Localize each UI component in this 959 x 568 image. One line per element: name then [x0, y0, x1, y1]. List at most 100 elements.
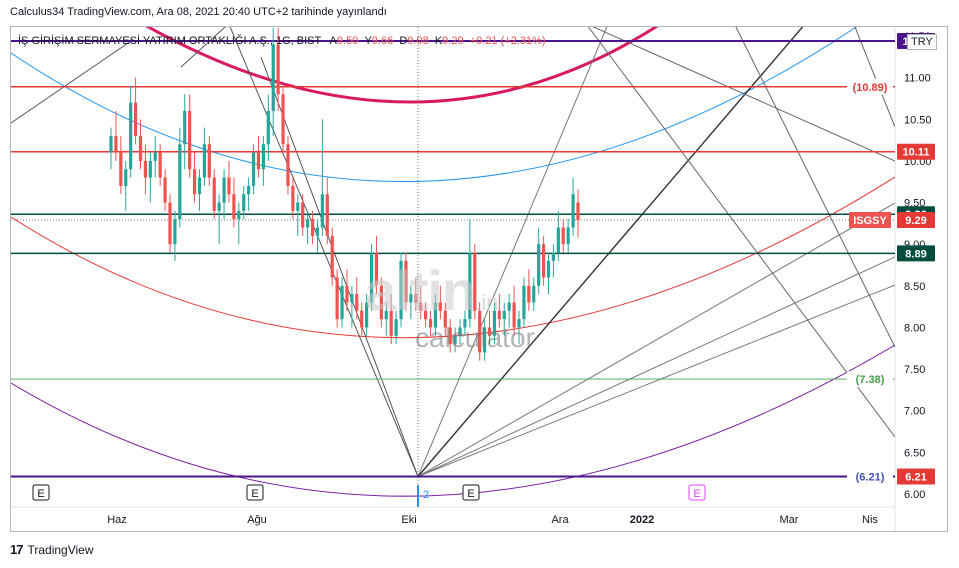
candle[interactable]: [325, 177, 329, 245]
candle[interactable]: [281, 85, 285, 153]
candle[interactable]: [468, 219, 472, 328]
candle[interactable]: [576, 189, 580, 238]
candle[interactable]: [428, 310, 433, 336]
candle[interactable]: [306, 210, 310, 245]
x-tick-label[interactable]: Eki: [401, 514, 416, 526]
candle[interactable]: [507, 294, 511, 328]
event-marker[interactable]: E: [246, 484, 264, 501]
candle[interactable]: [537, 227, 541, 295]
candle[interactable]: [448, 319, 452, 353]
candle[interactable]: [463, 310, 467, 336]
candle[interactable]: [551, 244, 556, 278]
candle[interactable]: [168, 194, 172, 253]
candle[interactable]: [409, 285, 413, 320]
candle[interactable]: [369, 244, 374, 311]
currency-button[interactable]: TRY: [907, 34, 937, 50]
candle[interactable]: [197, 169, 202, 211]
event-marker[interactable]: E: [462, 484, 480, 501]
candle[interactable]: [492, 302, 497, 345]
candle[interactable]: [365, 294, 369, 336]
candle[interactable]: [517, 310, 521, 345]
y-tick-label[interactable]: 8.50: [904, 281, 925, 293]
x-tick-label[interactable]: Mar: [780, 514, 799, 526]
candle[interactable]: [438, 285, 442, 320]
candle[interactable]: [188, 94, 192, 178]
candle[interactable]: [143, 144, 148, 195]
candle[interactable]: [158, 144, 162, 186]
y-tick-label[interactable]: 6.00: [904, 489, 925, 501]
candle[interactable]: [183, 94, 187, 170]
y-tick-label[interactable]: 8.00: [904, 322, 925, 334]
candle[interactable]: [330, 227, 334, 286]
candle[interactable]: [487, 310, 492, 345]
y-tick-label[interactable]: 7.50: [904, 364, 925, 376]
y-tick-label[interactable]: 6.50: [904, 447, 925, 459]
candle[interactable]: [561, 219, 565, 253]
event-marker[interactable]: E: [688, 484, 706, 501]
candle[interactable]: [433, 294, 438, 336]
candle[interactable]: [399, 252, 403, 328]
candle[interactable]: [556, 210, 560, 261]
candle[interactable]: [360, 302, 364, 336]
candle[interactable]: [109, 127, 113, 170]
candle[interactable]: [129, 85, 133, 178]
event-markers-layer[interactable]: E E E E 2: [32, 484, 706, 507]
candles-layer[interactable]: [109, 27, 580, 361]
candle[interactable]: [276, 27, 280, 111]
candle[interactable]: [320, 119, 324, 236]
candle[interactable]: [522, 277, 526, 328]
x-axis-layer[interactable]: Haz Ağu Eki Ara 2022 Mar Nis: [107, 514, 878, 526]
candle[interactable]: [153, 135, 157, 178]
candle[interactable]: [212, 169, 216, 220]
candle[interactable]: [192, 152, 197, 203]
candle[interactable]: [355, 277, 359, 320]
candle[interactable]: [261, 135, 265, 186]
candle[interactable]: [217, 194, 221, 245]
candle[interactable]: [237, 202, 241, 245]
candle[interactable]: [207, 135, 211, 186]
candle[interactable]: [148, 152, 152, 203]
candle[interactable]: [512, 285, 516, 336]
candle[interactable]: [453, 327, 457, 353]
candle[interactable]: [119, 135, 123, 195]
event-marker[interactable]: E: [32, 484, 50, 501]
candle[interactable]: [124, 160, 128, 211]
event-marker[interactable]: 2: [417, 485, 429, 507]
candle[interactable]: [473, 244, 477, 320]
y-tick-label[interactable]: 10.50: [904, 114, 932, 126]
candle[interactable]: [301, 194, 305, 236]
chart-frame[interactable]: 6.00 6.50 7.00 7.50 8.00 8.50 9.00 9.50 10.00 10.…: [10, 26, 948, 532]
candle[interactable]: [133, 77, 138, 145]
candle[interactable]: [527, 269, 531, 311]
y-tick-label[interactable]: 7.00: [904, 406, 925, 418]
footer[interactable]: 17 TradingView: [10, 542, 94, 557]
candle[interactable]: [532, 277, 536, 311]
candle[interactable]: [178, 127, 182, 228]
candle[interactable]: [389, 294, 393, 345]
candle[interactable]: [374, 235, 379, 295]
x-tick-label[interactable]: Haz: [107, 514, 127, 526]
candle[interactable]: [202, 127, 206, 186]
y-tick-label[interactable]: 11.00: [904, 73, 931, 85]
candle[interactable]: [315, 219, 320, 253]
candle[interactable]: [271, 27, 275, 136]
candle[interactable]: [424, 302, 428, 328]
candle[interactable]: [114, 110, 118, 161]
candle[interactable]: [173, 210, 177, 261]
candle[interactable]: [227, 160, 231, 203]
candle[interactable]: [483, 319, 487, 361]
footer-brand[interactable]: TradingView: [27, 542, 94, 557]
candle[interactable]: [379, 277, 383, 328]
x-tick-label[interactable]: Ağu: [247, 514, 267, 526]
chart-svg[interactable]: 6.006.507.007.508.008.509.009.5010.0010.…: [11, 27, 947, 531]
x-tick-label[interactable]: Ara: [551, 514, 569, 526]
candle[interactable]: [291, 177, 295, 220]
candle[interactable]: [232, 177, 236, 228]
candle[interactable]: [247, 177, 251, 211]
candle[interactable]: [335, 269, 339, 328]
x-tick-label[interactable]: Nis: [862, 514, 878, 526]
candle[interactable]: [571, 177, 575, 236]
candle[interactable]: [394, 310, 398, 345]
candle[interactable]: [541, 235, 546, 286]
candle[interactable]: [350, 285, 354, 328]
